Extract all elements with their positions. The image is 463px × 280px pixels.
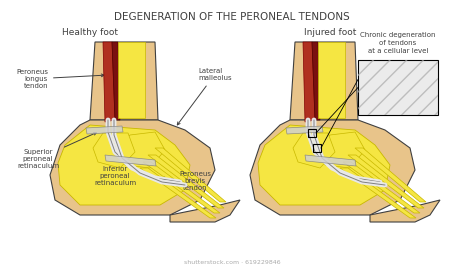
Text: Peroneus
brevis
tendon: Peroneus brevis tendon — [162, 171, 211, 191]
Text: DEGENERATION OF THE PERONEAL TENDONS: DEGENERATION OF THE PERONEAL TENDONS — [114, 12, 349, 22]
Polygon shape — [339, 168, 415, 218]
Polygon shape — [103, 42, 115, 122]
Bar — [357, 60, 437, 115]
Polygon shape — [302, 42, 314, 122]
Text: shutterstock.com · 619229846: shutterstock.com · 619229846 — [183, 260, 280, 265]
Polygon shape — [93, 133, 135, 168]
Text: Lateral
malleolus: Lateral malleolus — [177, 68, 231, 125]
Polygon shape — [155, 148, 225, 202]
Polygon shape — [317, 132, 364, 168]
Bar — [357, 60, 437, 115]
Polygon shape — [257, 125, 389, 205]
Polygon shape — [90, 42, 158, 120]
Polygon shape — [112, 42, 120, 120]
Text: Superior
peroneal
retinaculum: Superior peroneal retinaculum — [17, 132, 96, 169]
Polygon shape — [289, 42, 357, 120]
Polygon shape — [317, 42, 344, 118]
Polygon shape — [140, 168, 216, 218]
Polygon shape — [285, 126, 322, 134]
Polygon shape — [86, 126, 123, 134]
Polygon shape — [169, 200, 239, 222]
Text: Peroneus
longus
tendon: Peroneus longus tendon — [16, 69, 104, 89]
Polygon shape — [118, 42, 144, 118]
Polygon shape — [118, 132, 165, 168]
Polygon shape — [347, 155, 423, 208]
Text: Injured foot: Injured foot — [303, 28, 356, 37]
Polygon shape — [369, 200, 439, 222]
Polygon shape — [311, 42, 319, 120]
Polygon shape — [250, 120, 414, 215]
Polygon shape — [342, 162, 419, 213]
Polygon shape — [105, 155, 156, 166]
Polygon shape — [143, 162, 219, 213]
Text: Healthy foot: Healthy foot — [62, 28, 118, 37]
Polygon shape — [304, 155, 355, 166]
Text: Chronic degeneration
of tendons
at a cellular level: Chronic degeneration of tendons at a cel… — [359, 32, 435, 54]
Polygon shape — [292, 133, 334, 168]
Text: Inferior
peroneal
retinaculum: Inferior peroneal retinaculum — [94, 163, 136, 186]
Polygon shape — [58, 125, 189, 205]
Polygon shape — [50, 120, 214, 215]
Polygon shape — [148, 155, 224, 208]
Polygon shape — [354, 148, 425, 202]
